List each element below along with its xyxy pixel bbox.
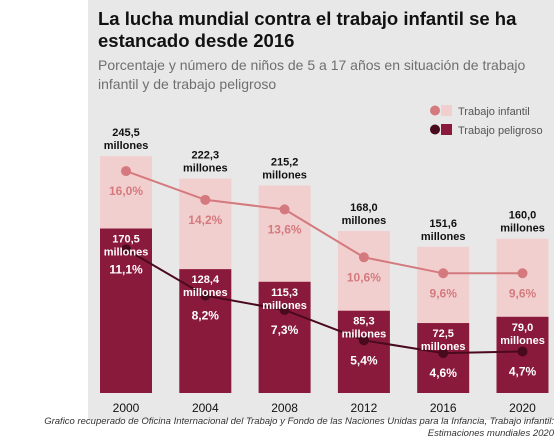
percent-label-trabajo-peligroso-2020: 4,7% <box>509 364 537 378</box>
percent-label-trabajo-peligroso-2004: 8,2% <box>192 309 220 323</box>
point-trabajo-peligroso-2008 <box>279 304 290 315</box>
legend-label-trabajo-infantil: Trabajo infantil <box>458 106 530 118</box>
unit-label-trabajo-peligroso-2012: millones <box>342 329 387 341</box>
point-trabajo-peligroso-2004 <box>200 290 211 301</box>
unit-label-trabajo-peligroso-2004: millones <box>183 287 228 299</box>
value-label-trabajo-peligroso-2000: 170,5 <box>112 234 140 246</box>
chart-title: La lucha mundial contra el trabajo infan… <box>98 8 517 51</box>
unit-label-trabajo-infantil-2012: millones <box>342 215 387 227</box>
point-trabajo-infantil-2004 <box>200 194 211 205</box>
x-tick-label-2016: 2016 <box>430 401 457 415</box>
point-trabajo-peligroso-2020 <box>517 346 528 357</box>
percent-label-trabajo-infantil-2004: 14,2% <box>188 213 222 227</box>
point-trabajo-infantil-2016 <box>438 268 449 279</box>
unit-label-trabajo-infantil-2004: millones <box>183 163 228 175</box>
percent-label-trabajo-peligroso-2000: 11,1% <box>109 262 143 276</box>
legend-label-trabajo-peligroso: Trabajo peligroso <box>458 125 543 137</box>
labels-layer: 245,5millones170,5millones16,0%11,1%2000… <box>104 127 545 415</box>
point-trabajo-infantil-2000 <box>121 166 131 177</box>
value-label-trabajo-infantil-2008: 215,2 <box>271 156 299 168</box>
chart-subtitle: Porcentaje y número de niños de 5 a 17 a… <box>98 57 526 92</box>
percent-label-trabajo-infantil-2016: 9,6% <box>430 286 458 300</box>
unit-label-trabajo-infantil-2016: millones <box>421 231 466 243</box>
x-tick-label-2012: 2012 <box>351 401 378 415</box>
percent-label-trabajo-infantil-2020: 9,6% <box>509 286 537 300</box>
percent-label-trabajo-infantil-2008: 13,6% <box>268 222 302 236</box>
unit-label-trabajo-peligroso-2016: millones <box>421 341 466 353</box>
line-trabajo-infantil <box>125 170 523 275</box>
unit-label-trabajo-peligroso-2008: millones <box>262 300 307 312</box>
point-trabajo-infantil-2008 <box>279 204 290 215</box>
line-trabajo-peligroso <box>125 248 523 355</box>
percent-label-trabajo-infantil-2000: 16,0% <box>109 184 143 198</box>
bar-trabajo-peligroso-2008 <box>258 281 311 393</box>
value-label-trabajo-peligroso-2012: 85,3 <box>353 316 374 328</box>
value-label-trabajo-peligroso-2016: 72,5 <box>432 328 453 340</box>
legend: Trabajo infantil Trabajo peligroso <box>430 105 543 137</box>
bar-trabajo-peligroso-2004 <box>179 269 232 393</box>
legend-marker-trabajo-peligroso <box>430 124 440 135</box>
point-trabajo-infantil-2020 <box>517 268 528 279</box>
lines-layer <box>121 166 528 359</box>
unit-label-trabajo-infantil-2020: millones <box>500 223 545 235</box>
value-label-trabajo-infantil-2000: 245,5 <box>112 127 140 139</box>
value-label-trabajo-infantil-2016: 151,6 <box>429 218 457 230</box>
legend-swatch-trabajo-peligroso <box>441 124 452 135</box>
value-label-trabajo-peligroso-2004: 128,4 <box>192 274 220 286</box>
value-label-trabajo-peligroso-2008: 115,3 <box>271 287 298 299</box>
point-trabajo-peligroso-2016 <box>438 348 449 359</box>
x-tick-label-2004: 2004 <box>192 401 219 415</box>
x-tick-label-2008: 2008 <box>271 401 298 415</box>
value-label-trabajo-infantil-2004: 222,3 <box>192 150 220 162</box>
chart-panel <box>88 0 554 420</box>
point-trabajo-peligroso-2000 <box>121 244 131 255</box>
x-tick-label-2000: 2000 <box>113 401 140 415</box>
bar-trabajo-peligroso-2000 <box>100 228 152 393</box>
percent-label-trabajo-infantil-2012: 10,6% <box>347 270 381 284</box>
bar-trabajo-peligroso-2012 <box>337 310 390 393</box>
percent-label-trabajo-peligroso-2008: 7,3% <box>271 323 299 337</box>
percent-label-trabajo-peligroso-2012: 5,4% <box>350 353 378 367</box>
value-label-trabajo-infantil-2020: 160,0 <box>509 210 537 222</box>
value-label-trabajo-peligroso-2020: 79,0 <box>512 322 533 334</box>
bars-layer <box>100 156 549 393</box>
x-tick-label-2020: 2020 <box>509 401 536 415</box>
unit-label-trabajo-peligroso-2020: millones <box>500 335 545 347</box>
legend-swatch-trabajo-infantil <box>441 105 452 116</box>
unit-label-trabajo-infantil-2008: millones <box>262 169 307 181</box>
point-trabajo-infantil-2012 <box>358 252 369 263</box>
source-caption: Grafico recuperado de Oficina Internacio… <box>44 416 554 439</box>
unit-label-trabajo-peligroso-2000: millones <box>104 247 149 259</box>
point-trabajo-peligroso-2012 <box>358 335 369 346</box>
unit-label-trabajo-infantil-2000: millones <box>104 140 149 152</box>
percent-label-trabajo-peligroso-2016: 4,6% <box>430 366 458 380</box>
value-label-trabajo-infantil-2012: 168,0 <box>350 202 378 214</box>
legend-marker-trabajo-infantil <box>430 105 440 116</box>
